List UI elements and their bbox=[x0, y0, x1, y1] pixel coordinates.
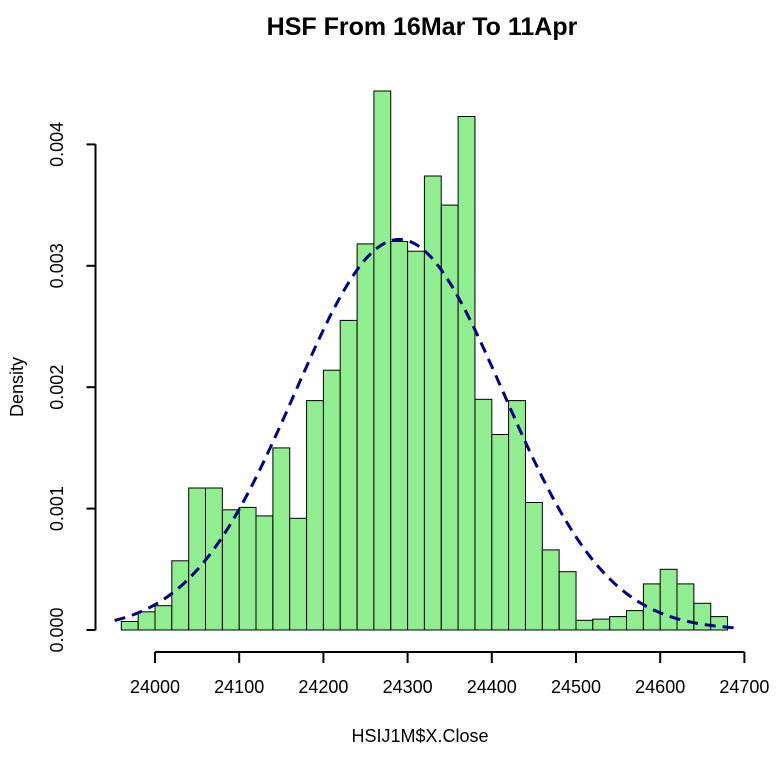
chart-title: HSF From 16Mar To 11Apr bbox=[267, 13, 578, 41]
histogram-bar bbox=[609, 616, 628, 631]
histogram-bars bbox=[120, 90, 729, 631]
histogram-bar bbox=[541, 549, 560, 631]
x-tick-label: 24700 bbox=[719, 677, 769, 697]
histogram-bar bbox=[390, 241, 409, 631]
histogram-bar bbox=[154, 605, 173, 631]
histogram-bar bbox=[440, 204, 459, 631]
histogram-bar bbox=[457, 116, 476, 631]
histogram-bar bbox=[289, 517, 308, 631]
x-tick-label: 24200 bbox=[298, 677, 348, 697]
histogram-bar bbox=[407, 250, 425, 631]
histogram-bar bbox=[272, 447, 291, 631]
histogram-bar bbox=[626, 610, 644, 631]
histogram-bar bbox=[306, 400, 324, 631]
histogram-bar bbox=[137, 611, 156, 631]
histogram-bar bbox=[474, 398, 493, 631]
histogram-bar bbox=[508, 400, 526, 631]
histogram-bar bbox=[659, 568, 678, 631]
x-axis-title: HSIJ1M$X.Close bbox=[351, 726, 488, 746]
x-tick-label: 24000 bbox=[130, 677, 180, 697]
histogram-bar bbox=[171, 560, 190, 631]
histogram-bar bbox=[255, 515, 274, 631]
histogram-bar bbox=[356, 243, 375, 631]
x-tick-label: 24500 bbox=[551, 677, 601, 697]
histogram-bar bbox=[592, 618, 611, 631]
histogram-bar bbox=[322, 369, 341, 631]
y-tick-label: 0.001 bbox=[47, 486, 67, 531]
y-axis-title: Density bbox=[7, 357, 27, 417]
x-tick-label: 24600 bbox=[635, 677, 685, 697]
histogram-bar bbox=[575, 619, 594, 631]
normal-curve-path bbox=[114, 238, 738, 630]
histogram-bar bbox=[120, 621, 139, 631]
histogram-bar bbox=[238, 506, 257, 631]
x-tick-label: 24400 bbox=[467, 677, 517, 697]
histogram-bar bbox=[558, 571, 577, 631]
y-tick-label: 0.000 bbox=[47, 607, 67, 652]
histogram-bar bbox=[491, 434, 510, 631]
y-tick-label: 0.004 bbox=[47, 122, 67, 167]
histogram-bar bbox=[423, 175, 442, 631]
histogram-bar bbox=[188, 487, 207, 631]
y-tick-label: 0.003 bbox=[47, 243, 67, 288]
y-tick-label: 0.002 bbox=[47, 365, 67, 410]
histogram-bar bbox=[221, 509, 240, 631]
x-tick-label: 24100 bbox=[214, 677, 264, 697]
normal-curve bbox=[114, 238, 738, 630]
x-tick-label: 24300 bbox=[383, 677, 433, 697]
histogram-bar bbox=[525, 502, 543, 631]
histogram-bar bbox=[339, 319, 358, 631]
axes: 0.000 0.001 0.002 0.003 0.004 24000 24100 24200… bbox=[47, 122, 769, 697]
histogram-bar bbox=[373, 90, 392, 631]
